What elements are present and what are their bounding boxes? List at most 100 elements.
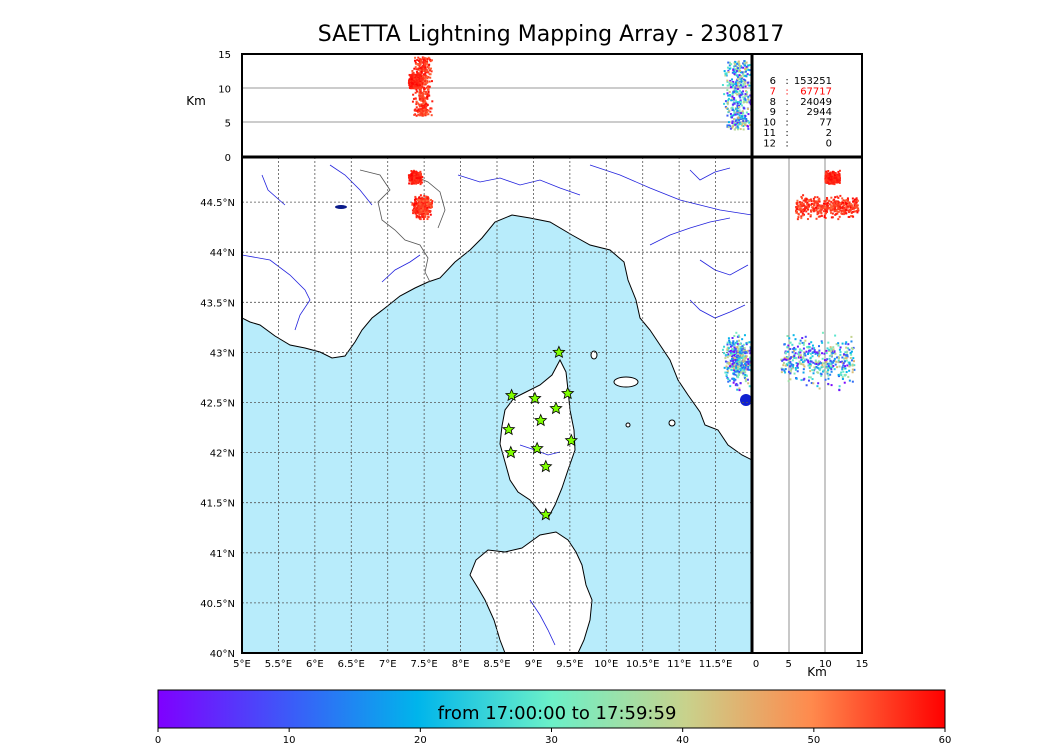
plan-point	[731, 348, 734, 351]
top-point	[423, 60, 426, 63]
plan-point	[736, 384, 739, 387]
colorbar-tick: 10	[283, 735, 296, 746]
side-point	[826, 198, 829, 201]
top-point	[421, 65, 424, 68]
side-point	[852, 357, 855, 360]
top-point	[419, 110, 422, 113]
side-point	[841, 361, 844, 364]
lat-tick: 40°N	[210, 649, 235, 660]
side-altitude-panel[interactable]	[752, 157, 862, 653]
figure-frame	[241, 53, 863, 654]
side-point	[830, 370, 833, 373]
top-point	[742, 96, 745, 99]
station-star[interactable]	[502, 422, 516, 436]
side-point	[780, 358, 783, 361]
top-point	[422, 114, 425, 117]
side-point	[837, 207, 840, 210]
side-point	[836, 179, 839, 182]
top-point	[736, 102, 739, 105]
side-point	[825, 177, 828, 180]
side-point	[857, 208, 860, 211]
side-point	[816, 361, 819, 364]
plan-point	[413, 204, 416, 207]
top-point	[741, 117, 744, 120]
plan-point	[747, 362, 750, 365]
top-point	[745, 117, 748, 120]
side-point	[835, 200, 838, 203]
side-point	[837, 359, 840, 362]
top-point	[427, 88, 430, 91]
side-point	[796, 345, 799, 348]
side-point	[800, 202, 803, 205]
side-point	[787, 344, 790, 347]
plan-point	[412, 182, 415, 185]
side-point	[842, 367, 845, 370]
top-point	[749, 123, 752, 126]
side-point	[825, 197, 828, 200]
plan-point	[735, 360, 738, 363]
side-point	[800, 195, 803, 198]
side-point	[827, 341, 830, 344]
plan-point	[426, 203, 429, 206]
top-altitude-panel[interactable]	[242, 54, 757, 157]
plan-point	[738, 358, 741, 361]
top-point	[426, 94, 429, 97]
station-star[interactable]	[528, 391, 542, 405]
plan-point	[421, 208, 424, 211]
station-star[interactable]	[549, 401, 563, 415]
side-point	[830, 349, 833, 352]
side-point	[826, 362, 829, 365]
side-point	[814, 209, 817, 212]
plan-point	[416, 198, 419, 201]
side-point	[833, 198, 836, 201]
lat-tick: 43.5°N	[200, 298, 235, 309]
station-star[interactable]	[504, 388, 519, 402]
station-star[interactable]	[561, 386, 575, 400]
plan-point	[728, 350, 731, 353]
side-point	[849, 356, 852, 359]
side-point	[835, 177, 838, 180]
legend-row-sep: :	[785, 138, 788, 149]
plan-point	[412, 212, 415, 215]
plan-point	[414, 208, 417, 211]
lat-tick: 43°N	[210, 348, 235, 359]
side-point	[795, 356, 798, 359]
side-point	[805, 350, 808, 353]
side-x-tick: 0	[753, 659, 759, 670]
top-point	[415, 87, 418, 90]
top-point	[721, 84, 724, 87]
map-area[interactable]	[242, 157, 757, 653]
top-point	[723, 93, 726, 96]
top-point	[739, 96, 742, 99]
station-star[interactable]	[504, 445, 518, 459]
top-point	[419, 79, 422, 82]
plan-point	[414, 180, 417, 183]
top-point	[421, 107, 424, 110]
top-point	[744, 64, 747, 67]
plan-point	[732, 341, 735, 344]
side-point	[790, 363, 793, 366]
plan-point	[422, 215, 425, 218]
plan-point	[427, 202, 430, 205]
station-star[interactable]	[539, 459, 553, 473]
top-point	[748, 84, 751, 87]
colorbar-tick: 40	[676, 735, 689, 746]
station-star[interactable]	[530, 441, 544, 455]
station-star[interactable]	[552, 345, 566, 359]
station-star[interactable]	[534, 413, 548, 427]
side-point	[795, 362, 798, 365]
plan-point	[727, 353, 730, 356]
plan-point	[417, 198, 420, 201]
plan-point	[727, 347, 730, 350]
plan-point	[737, 373, 740, 376]
station-star[interactable]	[539, 507, 553, 521]
station-star[interactable]	[564, 433, 578, 447]
plan-point	[421, 207, 424, 210]
side-point	[831, 202, 834, 205]
top-point	[426, 69, 429, 72]
plan-point	[735, 366, 738, 369]
top-point	[742, 101, 745, 104]
side-point	[843, 381, 846, 384]
plan-point	[745, 374, 748, 377]
top-point	[417, 108, 420, 111]
